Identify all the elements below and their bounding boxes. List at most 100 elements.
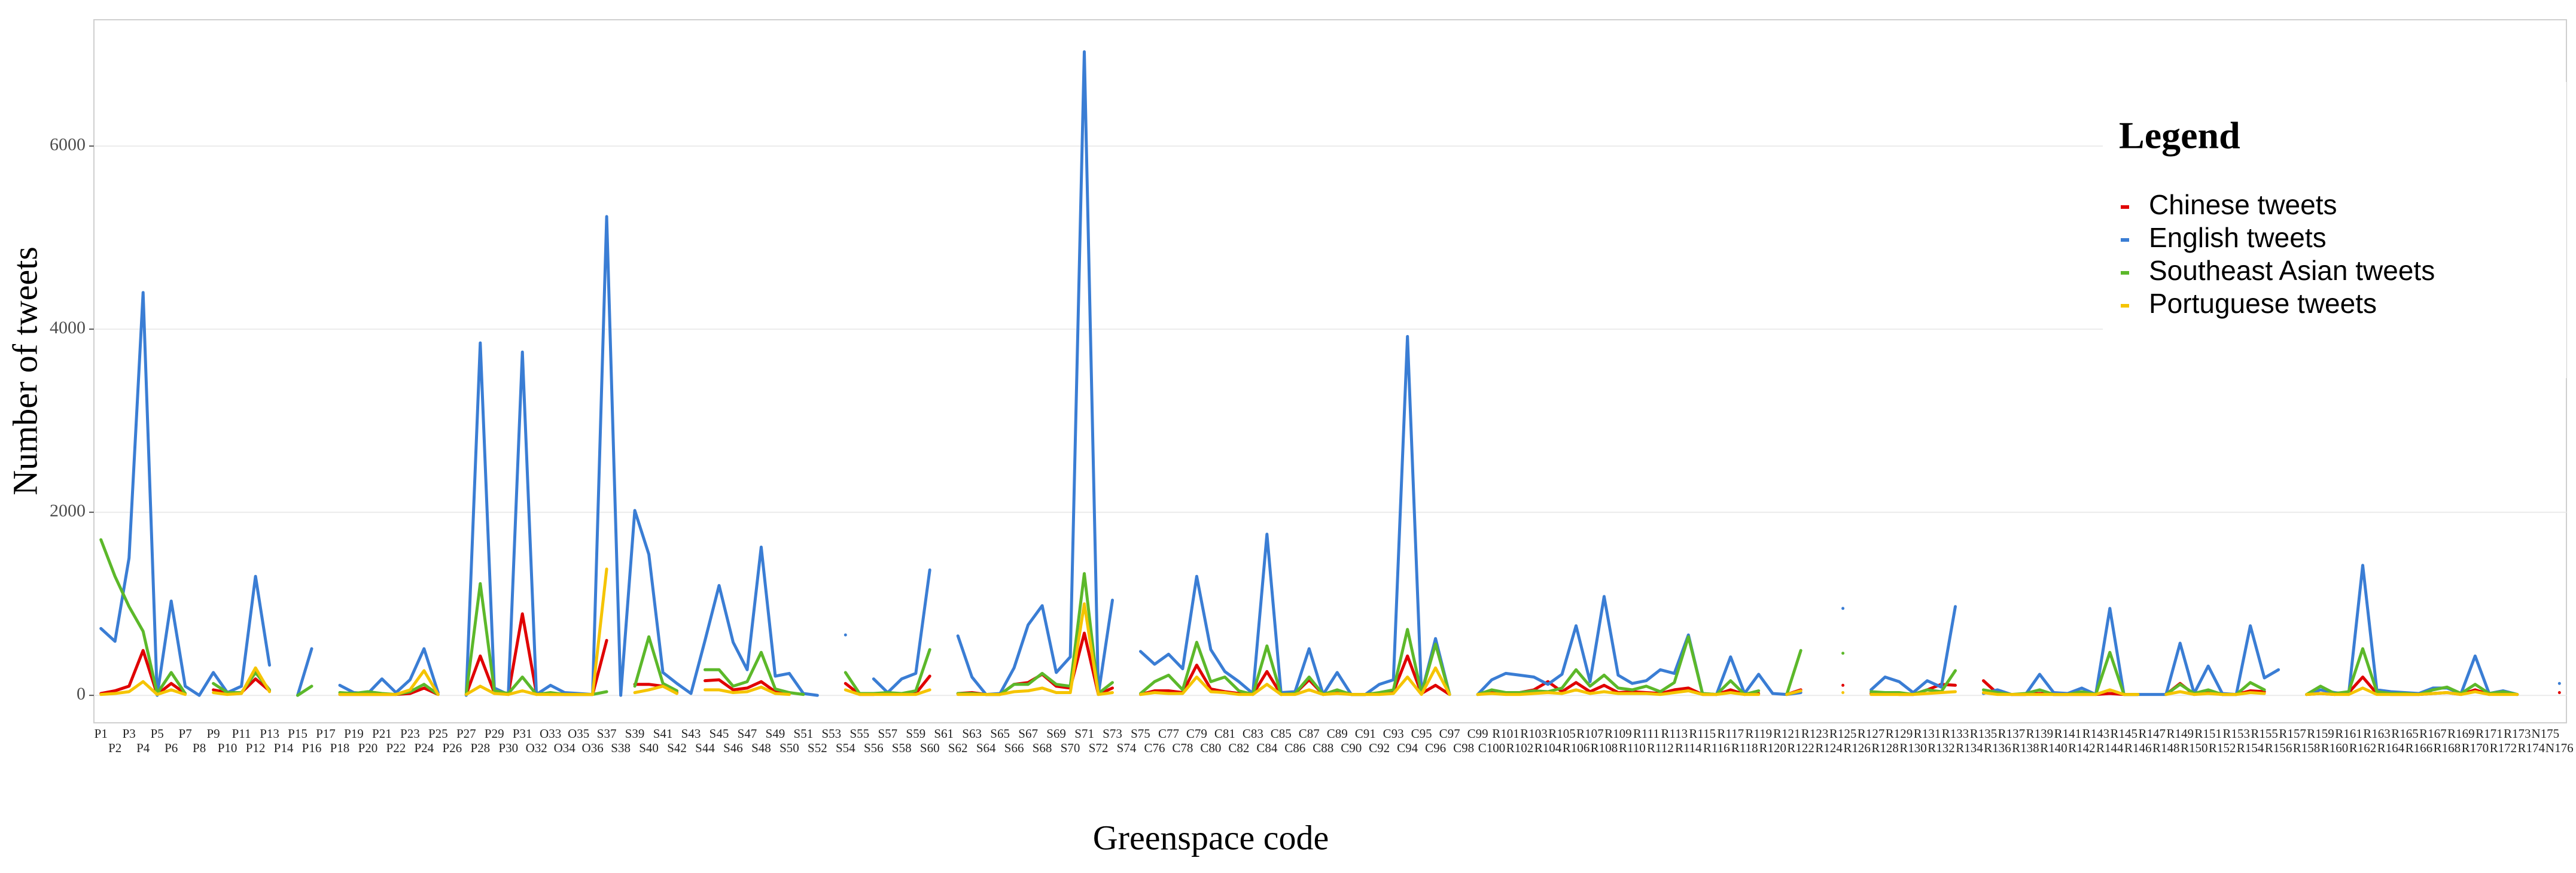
x-tick-label: R144 bbox=[2096, 741, 2124, 755]
x-tick-label: P11 bbox=[232, 726, 251, 741]
x-tick-label: R154 bbox=[2237, 741, 2264, 755]
x-tick-label: R151 bbox=[2194, 726, 2222, 741]
x-tick-label: C100 bbox=[1478, 741, 1506, 755]
y-tick-label: 6000 bbox=[50, 135, 86, 154]
x-tick-label: R103 bbox=[1520, 726, 1548, 741]
x-tick-label: S39 bbox=[625, 726, 645, 741]
x-tick-label: S53 bbox=[822, 726, 842, 741]
x-tick-label: R129 bbox=[1886, 726, 1913, 741]
x-tick-label: R139 bbox=[2026, 726, 2054, 741]
x-tick-label: N175 bbox=[2531, 726, 2559, 741]
x-tick-label: O34 bbox=[554, 741, 576, 755]
x-tick-label: R149 bbox=[2166, 726, 2194, 741]
x-tick-label: P10 bbox=[218, 741, 237, 755]
x-tick-label: P19 bbox=[344, 726, 364, 741]
x-tick-label: S46 bbox=[723, 741, 743, 755]
x-tick-label: P5 bbox=[151, 726, 164, 741]
x-tick-label: S57 bbox=[878, 726, 897, 741]
x-tick-label: R146 bbox=[2124, 741, 2152, 755]
x-tick-label: R110 bbox=[1619, 741, 1646, 755]
x-tick-label: O35 bbox=[568, 726, 589, 741]
x-tick-label: S58 bbox=[892, 741, 912, 755]
x-tick-label: R122 bbox=[1787, 741, 1814, 755]
x-tick-label: R165 bbox=[2391, 726, 2419, 741]
x-tick-label: R168 bbox=[2434, 741, 2461, 755]
legend-box bbox=[2103, 82, 2566, 378]
x-tick-label: S44 bbox=[695, 741, 715, 755]
series-line bbox=[99, 567, 2519, 696]
x-tick-label: S49 bbox=[766, 726, 785, 741]
x-tick-label: S73 bbox=[1103, 726, 1122, 741]
x-tick-label: C85 bbox=[1271, 726, 1292, 741]
x-tick-label: N176 bbox=[2545, 741, 2574, 755]
x-tick-label: S48 bbox=[751, 741, 771, 755]
x-tick-label: S69 bbox=[1046, 726, 1066, 741]
x-tick-label: P26 bbox=[442, 741, 462, 755]
x-tick-label: R126 bbox=[1843, 741, 1871, 755]
x-tick-label: P22 bbox=[386, 741, 406, 755]
x-tick-label: R159 bbox=[2307, 726, 2334, 741]
x-axis-title: Greenspace code bbox=[1093, 818, 1329, 857]
x-tick-label: R119 bbox=[1745, 726, 1772, 741]
x-tick-label: R152 bbox=[2209, 741, 2236, 755]
x-tick-label: S42 bbox=[667, 741, 687, 755]
x-tick-label: P27 bbox=[456, 726, 476, 741]
x-tick-label: R134 bbox=[1956, 741, 1983, 755]
x-tick-label: R136 bbox=[1984, 741, 2011, 755]
x-tick-label: S54 bbox=[836, 741, 855, 755]
x-tick-label: P13 bbox=[260, 726, 279, 741]
x-tick-label: R167 bbox=[2419, 726, 2447, 741]
x-tick-label: R111 bbox=[1633, 726, 1660, 741]
x-tick-label: R112 bbox=[1647, 741, 1674, 755]
x-tick-label: C86 bbox=[1284, 741, 1305, 755]
x-tick-label: R137 bbox=[1998, 726, 2026, 741]
x-tick-label: R106 bbox=[1563, 741, 1590, 755]
legend-title: Legend bbox=[2119, 114, 2240, 157]
x-tick-label: C88 bbox=[1313, 741, 1333, 755]
x-tick-label: R128 bbox=[1871, 741, 1899, 755]
x-tick-label: C91 bbox=[1355, 726, 1376, 741]
x-tick-label: S43 bbox=[681, 726, 701, 741]
x-tick-label: P29 bbox=[485, 726, 504, 741]
x-tick-label: R104 bbox=[1534, 741, 1562, 755]
x-tick-label: R148 bbox=[2152, 741, 2180, 755]
x-tick-label: R157 bbox=[2279, 726, 2306, 741]
x-tick-label: P23 bbox=[400, 726, 420, 741]
x-tick-label: R123 bbox=[1801, 726, 1829, 741]
x-tick-label: C89 bbox=[1327, 726, 1348, 741]
x-tick-label: R166 bbox=[2406, 741, 2433, 755]
x-tick-label: R145 bbox=[2111, 726, 2138, 741]
x-tick-label: P20 bbox=[358, 741, 378, 755]
x-tick-label: P9 bbox=[207, 726, 220, 741]
x-tick-label: P28 bbox=[470, 741, 490, 755]
x-tick-label: R117 bbox=[1717, 726, 1744, 741]
x-tick-label: R173 bbox=[2504, 726, 2531, 741]
x-tick-label: R150 bbox=[2181, 741, 2208, 755]
x-tick-label: S52 bbox=[808, 741, 827, 755]
x-tick-label: R121 bbox=[1773, 726, 1801, 741]
x-tick-label: P18 bbox=[330, 741, 350, 755]
x-tick-label: R160 bbox=[2321, 741, 2349, 755]
x-tick-label: R132 bbox=[1928, 741, 1955, 755]
x-tick-label: R130 bbox=[1899, 741, 1927, 755]
x-tick-label: S59 bbox=[906, 726, 925, 741]
x-tick-label: C90 bbox=[1341, 741, 1362, 755]
legend-label: Chinese tweets bbox=[2149, 189, 2337, 220]
x-tick-label: R140 bbox=[2040, 741, 2068, 755]
x-tick-label: P3 bbox=[123, 726, 136, 741]
x-tick-label: O33 bbox=[540, 726, 561, 741]
x-tick-label: R135 bbox=[1970, 726, 1998, 741]
x-tick-label: C87 bbox=[1299, 726, 1320, 741]
x-tick-label: R133 bbox=[1942, 726, 1969, 741]
x-tick-label: S65 bbox=[990, 726, 1010, 741]
x-tick-label: C94 bbox=[1397, 741, 1418, 755]
x-tick-label: C77 bbox=[1158, 726, 1179, 741]
x-tick-label: P21 bbox=[372, 726, 392, 741]
x-tick-label: C78 bbox=[1172, 741, 1193, 755]
x-tick-label: R115 bbox=[1689, 726, 1716, 741]
x-tick-label: P25 bbox=[428, 726, 448, 741]
x-tick-label: O36 bbox=[582, 741, 604, 755]
x-tick-label: R164 bbox=[2377, 741, 2405, 755]
x-tick-label: R102 bbox=[1506, 741, 1534, 755]
